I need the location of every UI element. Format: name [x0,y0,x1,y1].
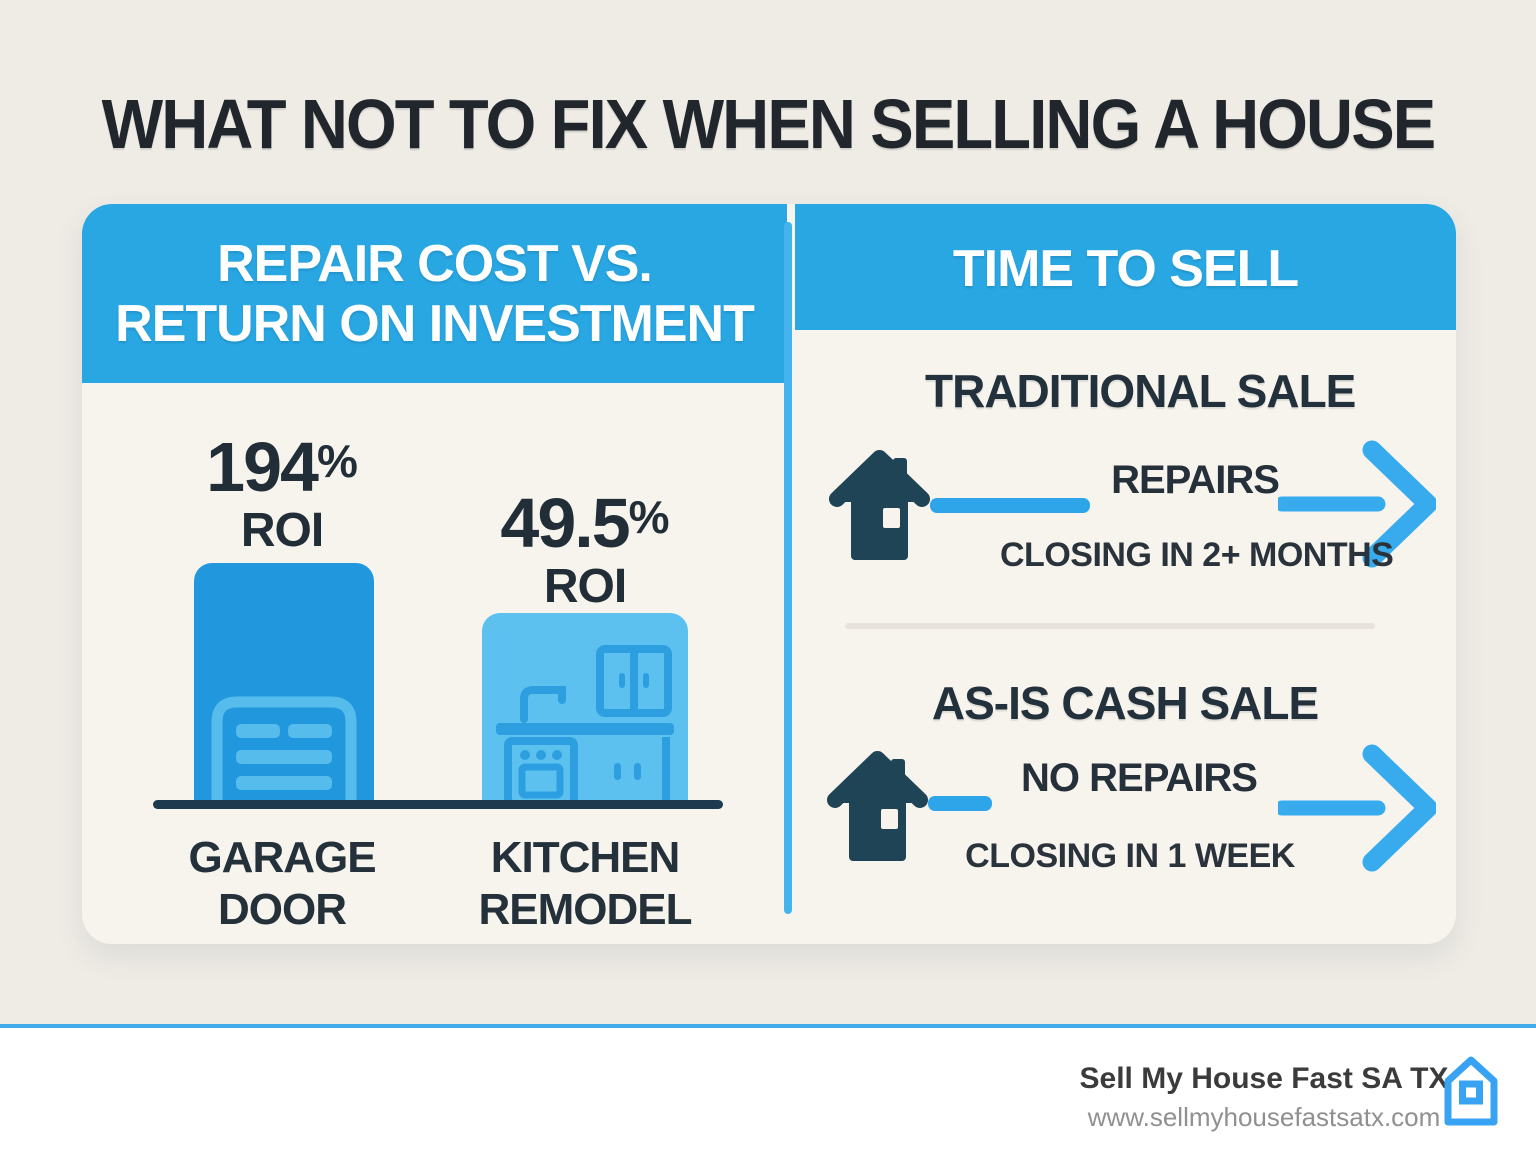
label-line1: KITCHEN [490,833,681,882]
timeline-bottom-label: CLOSING IN 2+ MONTHS [1000,536,1394,574]
label-line2: REMODEL [478,885,693,934]
chart-baseline [153,800,723,809]
left-header-line2: RETURN ON INVESTMENT [115,295,755,353]
roi-unit: ROI [240,504,324,557]
house-icon [827,751,928,861]
right-header-text: TIME TO SELL [952,240,1299,298]
website-url: www.sellmyhousefastsatx.com [1087,1102,1441,1132]
timeline-top-label: NO REPAIRS [1021,756,1258,800]
house-icon [829,450,930,560]
brand-name: Sell My House Fast SA TX [1079,1062,1449,1095]
footer: Sell My House Fast SA TX www.sellmyhouse… [0,1028,1536,1154]
bar-garage-door [194,563,374,803]
arrow-right-icon [1278,744,1436,872]
label-line1: GARAGE [188,833,376,882]
bar-kitchen-remodel [482,613,688,803]
timeline-segment [930,498,1090,513]
garage-door-icon [211,696,357,803]
house-outline-icon [1444,1056,1498,1126]
section-heading-as-is-cash-sale: AS-IS CASH SALE [931,677,1319,729]
section-divider [845,623,1375,629]
label-line2: DOOR [218,885,347,934]
percent-sign: % [628,491,670,543]
percent-sign: % [316,435,358,487]
footer-brand-block: Sell My House Fast SA TX www.sellmyhouse… [1064,1062,1464,1133]
left-header-line1: REPAIR COST VS. [217,235,653,293]
bar-label-garage-door: GARAGE DOOR [162,832,402,936]
kitchen-icon [496,645,674,803]
arrow-right-icon [1278,440,1436,568]
page-title: WHAT NOT TO FIX WHEN SELLING A HOUSE [101,85,1437,163]
roi-value: 194 [206,428,319,506]
roi-unit: ROI [543,560,627,613]
main-card: REPAIR COST VS. RETURN ON INVESTMENT TIM… [82,204,1456,944]
footer-divider [0,1024,1536,1028]
bar-value-garage: 194% ROI [162,430,402,558]
timeline-top-label: REPAIRS [1111,458,1280,502]
bar-label-kitchen-remodel: KITCHEN REMODEL [465,832,705,936]
left-panel-header: REPAIR COST VS. RETURN ON INVESTMENT [82,204,787,383]
bar-value-kitchen: 49.5% ROI [465,486,705,614]
roi-value: 49.5 [500,484,630,562]
panel-divider [784,222,792,914]
timeline-segment [928,796,992,811]
right-panel-header: TIME TO SELL [795,204,1456,330]
section-heading-traditional-sale: TRADITIONAL SALE [925,365,1356,417]
timeline-bottom-label: CLOSING IN 1 WEEK [965,837,1295,875]
